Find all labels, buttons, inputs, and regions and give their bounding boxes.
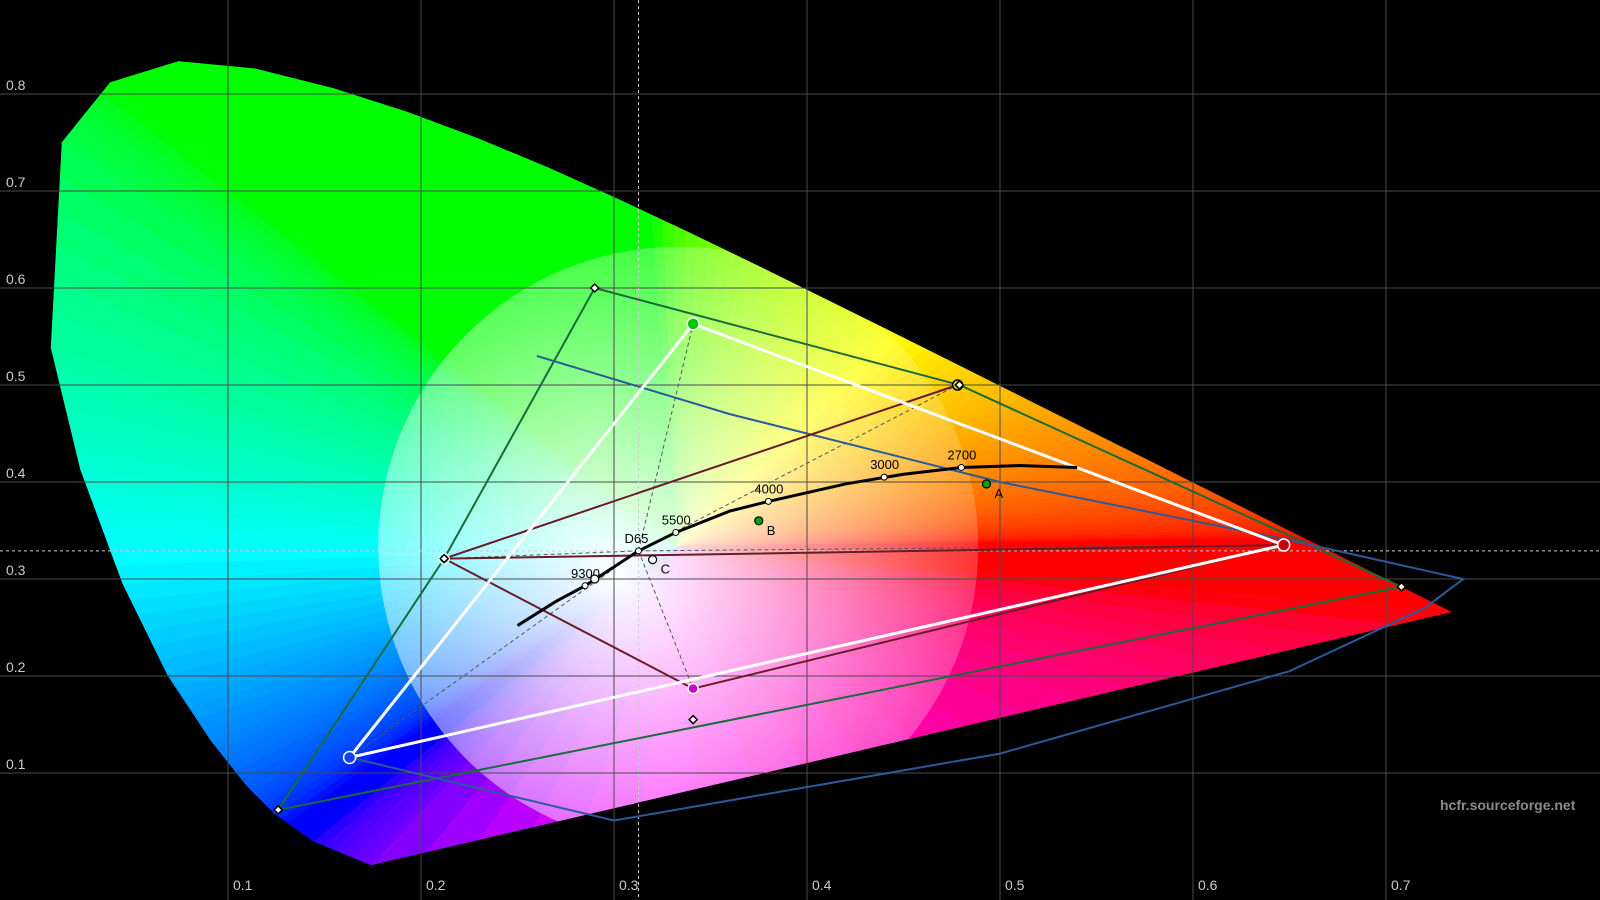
x-tick-label: 0.1 [233, 877, 253, 893]
primary-marker [344, 751, 356, 763]
letter-marker [982, 480, 990, 488]
letter-marker [755, 517, 763, 525]
y-tick-label: 0.4 [6, 465, 26, 481]
primary-marker [688, 684, 698, 694]
letter-label: C [661, 562, 670, 577]
letter-label: A [994, 486, 1003, 501]
primary-marker [687, 318, 699, 330]
y-tick-label: 0.2 [6, 659, 26, 675]
y-tick-label: 0.7 [6, 174, 26, 190]
primary-marker [1278, 539, 1290, 551]
x-tick-label: 0.6 [1198, 877, 1218, 893]
cct-label: 3000 [870, 457, 899, 472]
cct-label: D65 [625, 531, 649, 546]
y-tick-label: 0.1 [6, 756, 26, 772]
y-tick-label: 0.3 [6, 562, 26, 578]
y-tick-label: 0.5 [6, 368, 26, 384]
cct-label: 4000 [754, 481, 783, 496]
letter-marker [591, 575, 599, 583]
x-tick-label: 0.2 [426, 877, 446, 893]
letter-label: B [767, 523, 776, 538]
cct-label: 2700 [947, 447, 976, 462]
x-tick-label: 0.4 [812, 877, 832, 893]
x-tick-label: 0.5 [1005, 877, 1025, 893]
cie-diagram: 0.1 0.2 0.3 0.4 0.5 0.6 0.7 0.1 0.2 0.3 0.4 0.5 0.6 0… [0, 0, 1600, 900]
letter-marker [649, 556, 657, 564]
cct-label: 5500 [662, 512, 691, 527]
y-tick-label: 0.8 [6, 77, 26, 93]
x-tick-label: 0.3 [619, 877, 639, 893]
watermark: hcfr.sourceforge.net [1440, 797, 1576, 813]
y-tick-label: 0.6 [6, 271, 26, 287]
x-tick-label: 0.7 [1391, 877, 1411, 893]
